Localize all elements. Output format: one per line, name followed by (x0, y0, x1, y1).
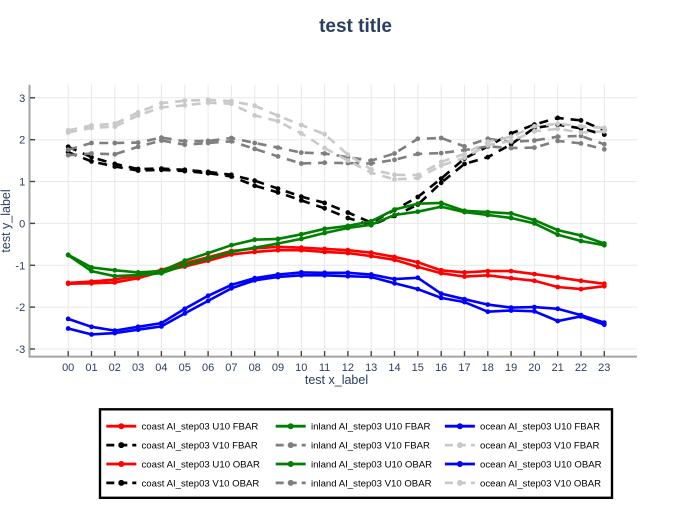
svg-text:17: 17 (458, 362, 470, 374)
svg-text:0: 0 (19, 218, 25, 230)
svg-text:inland AI_step03 U10 FBAR: inland AI_step03 U10 FBAR (311, 422, 431, 433)
svg-text:02: 02 (109, 362, 121, 374)
svg-text:07: 07 (225, 362, 237, 374)
svg-text:14: 14 (388, 362, 400, 374)
svg-text:coast AI_step03 V10 OBAR: coast AI_step03 V10 OBAR (142, 478, 260, 489)
svg-text:19: 19 (505, 362, 517, 374)
svg-text:coast AI_step03 V10 FBAR: coast AI_step03 V10 FBAR (142, 441, 258, 452)
svg-text:test y_label: test y_label (0, 189, 13, 252)
svg-text:13: 13 (365, 362, 377, 374)
svg-text:23: 23 (598, 362, 610, 374)
svg-text:15: 15 (412, 362, 424, 374)
svg-text:22: 22 (575, 362, 587, 374)
svg-text:ocean AI_step03 U10 OBAR: ocean AI_step03 U10 OBAR (480, 460, 602, 471)
svg-text:test x_label: test x_label (305, 373, 368, 387)
svg-text:12: 12 (342, 362, 354, 374)
svg-text:00: 00 (62, 362, 74, 374)
svg-text:1: 1 (19, 177, 25, 189)
svg-text:21: 21 (552, 362, 564, 374)
svg-text:coast AI_step03 U10 FBAR: coast AI_step03 U10 FBAR (142, 422, 259, 433)
svg-text:08: 08 (249, 362, 261, 374)
svg-text:3: 3 (19, 93, 25, 105)
svg-text:01: 01 (85, 362, 97, 374)
svg-text:ocean AI_step03 V10 OBAR: ocean AI_step03 V10 OBAR (480, 478, 601, 489)
svg-text:inland AI_step03 V10 OBAR: inland AI_step03 V10 OBAR (311, 478, 432, 489)
svg-text:03: 03 (132, 362, 144, 374)
svg-text:20: 20 (528, 362, 540, 374)
svg-text:2: 2 (19, 135, 25, 147)
svg-text:ocean AI_step03 U10 FBAR: ocean AI_step03 U10 FBAR (480, 422, 600, 433)
svg-text:06: 06 (202, 362, 214, 374)
svg-text:18: 18 (482, 362, 494, 374)
svg-text:05: 05 (179, 362, 191, 374)
svg-text:-1: -1 (15, 260, 25, 272)
svg-text:-2: -2 (15, 302, 25, 314)
svg-text:inland AI_step03 U10 OBAR: inland AI_step03 U10 OBAR (311, 460, 432, 471)
svg-text:09: 09 (272, 362, 284, 374)
svg-text:11: 11 (319, 362, 330, 374)
svg-text:10: 10 (295, 362, 307, 374)
svg-text:test title: test title (319, 16, 392, 37)
svg-text:16: 16 (435, 362, 447, 374)
svg-text:inland AI_step03 V10 FBAR: inland AI_step03 V10 FBAR (311, 441, 430, 452)
svg-text:04: 04 (155, 362, 167, 374)
svg-text:coast AI_step03 U10 OBAR: coast AI_step03 U10 OBAR (142, 460, 260, 471)
svg-text:ocean AI_step03 V10 FBAR: ocean AI_step03 V10 FBAR (480, 441, 600, 452)
svg-text:-3: -3 (15, 344, 25, 356)
